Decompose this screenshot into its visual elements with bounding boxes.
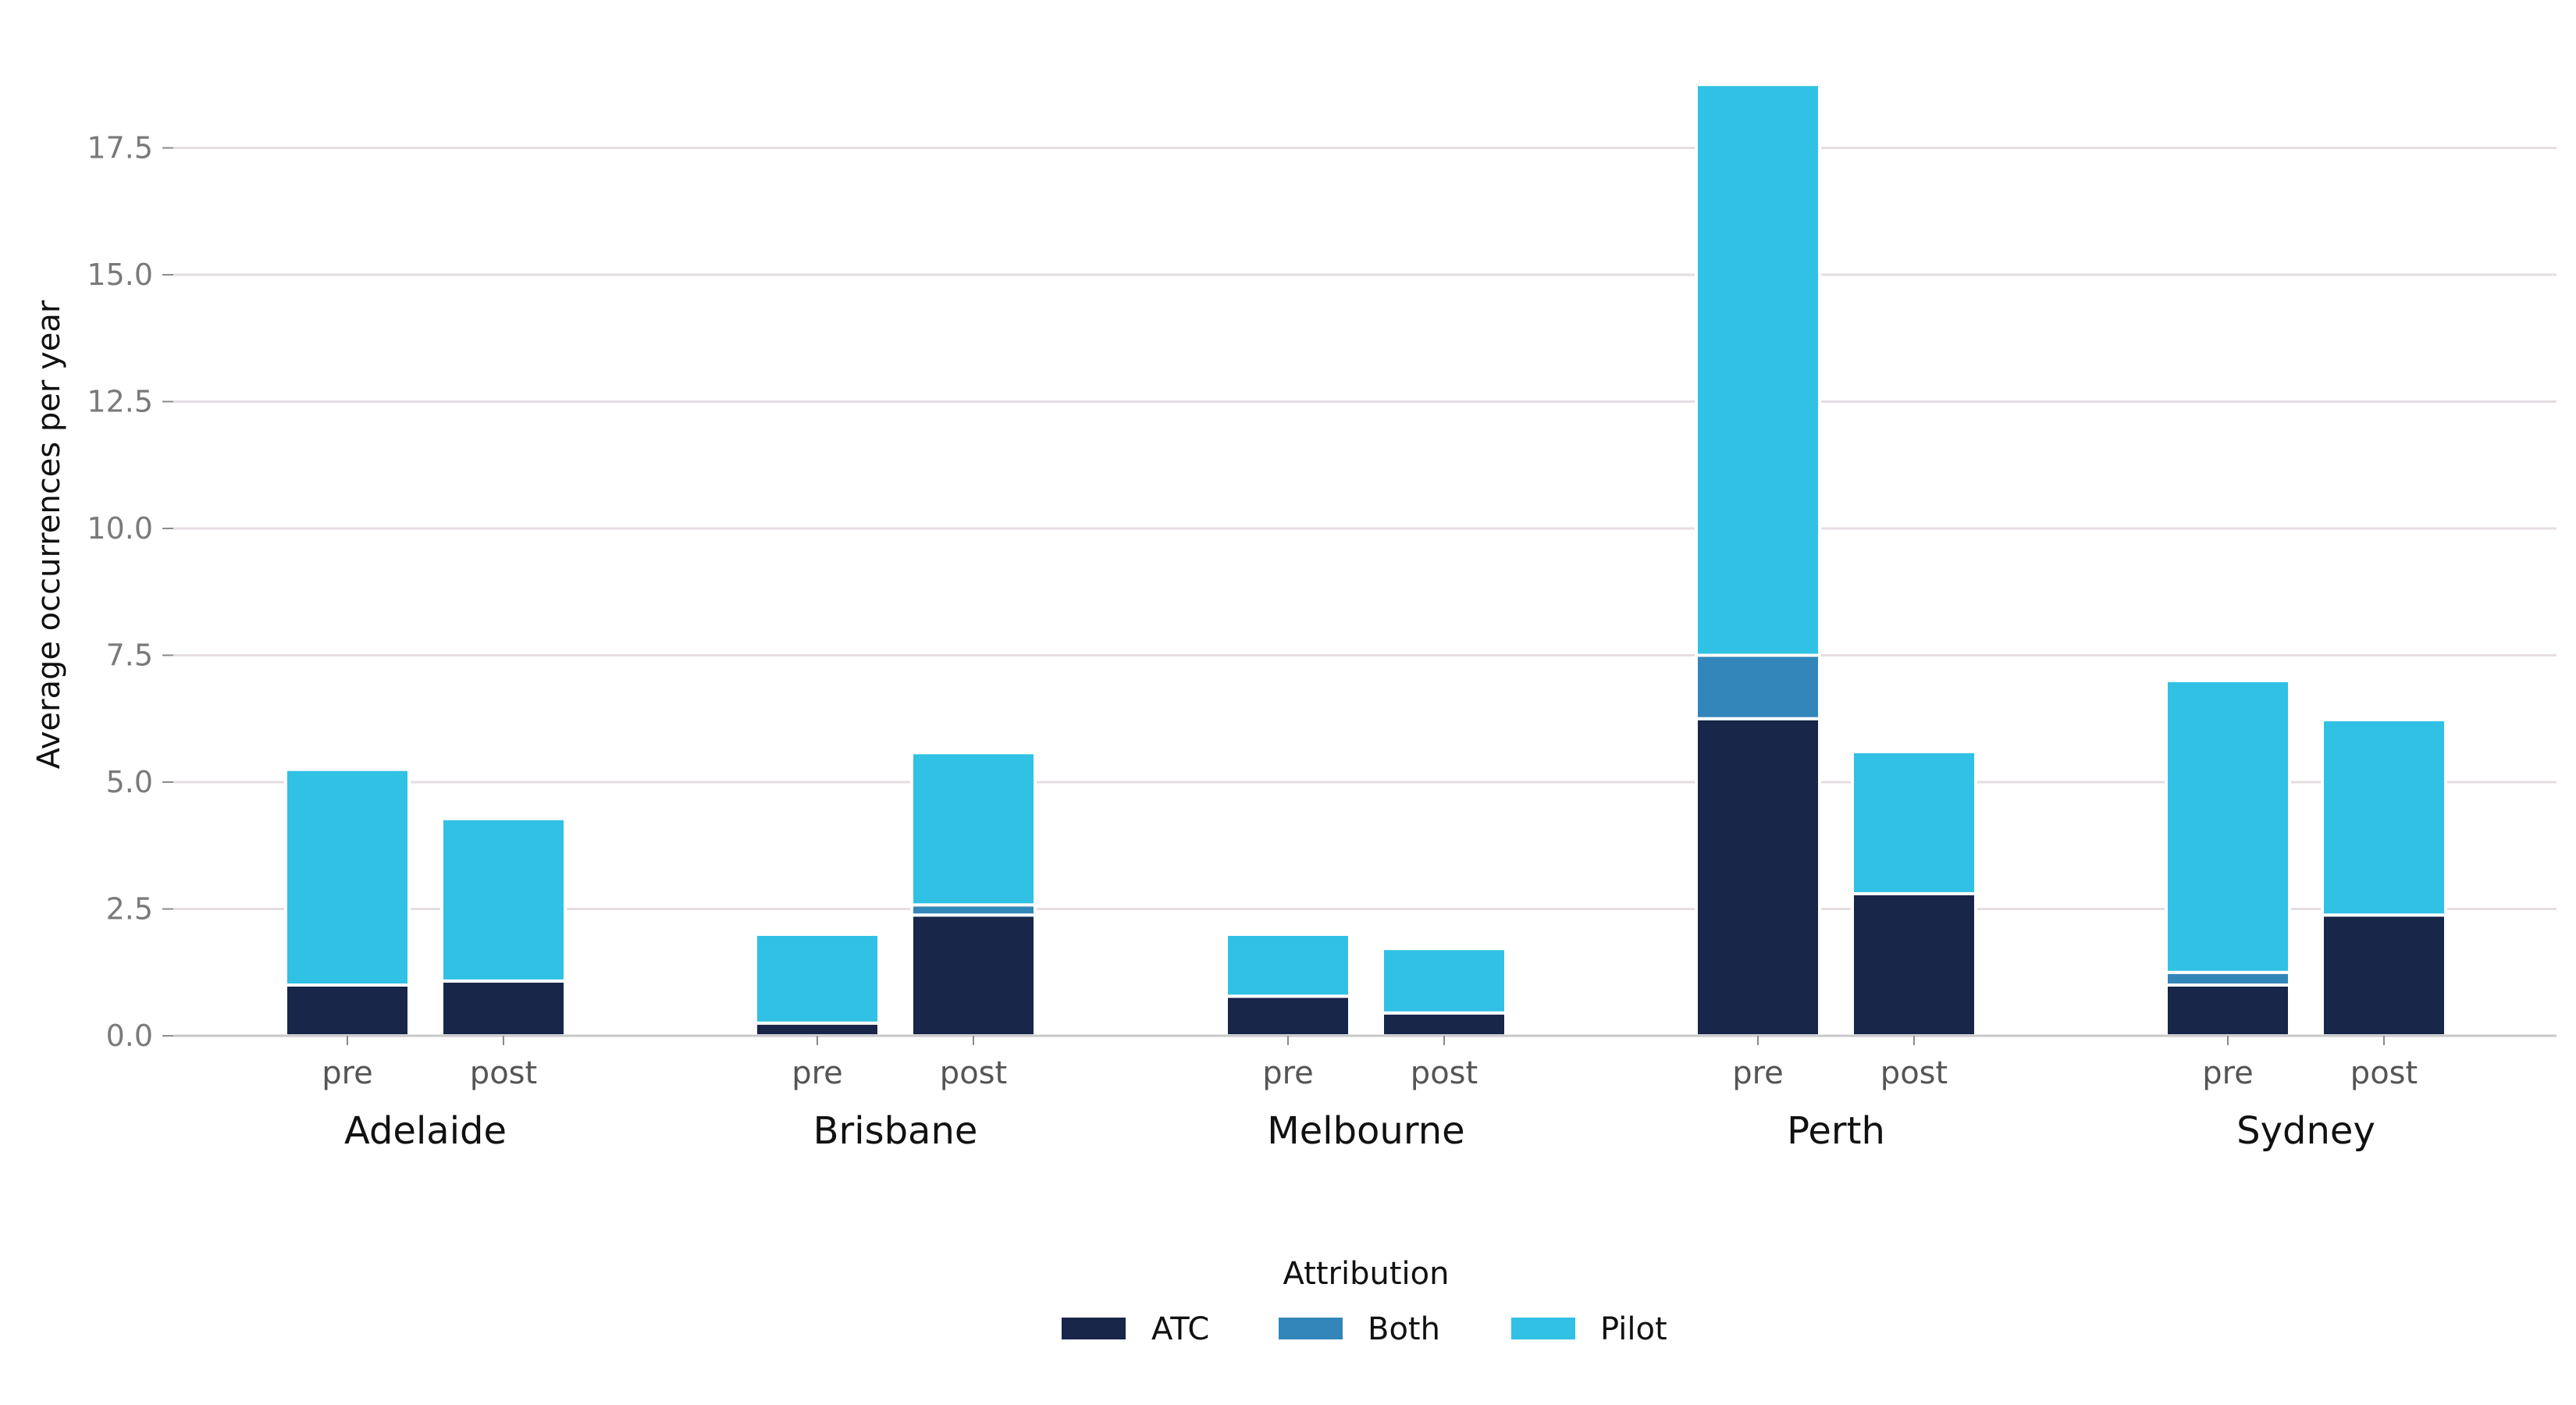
bar-segment-atc <box>1851 892 1977 1037</box>
legend-swatch-atc <box>1062 1318 1126 1339</box>
bar-segment-atc <box>440 979 567 1038</box>
y-tick-label: 2.5 <box>106 892 153 927</box>
bar-segment-pilot <box>910 751 1037 907</box>
x-tick-label: pre <box>1732 1055 1784 1091</box>
bar-segment-atc <box>754 1021 881 1037</box>
legend-label-pilot: Pilot <box>1600 1311 1667 1347</box>
x-tick-label: pre <box>792 1055 843 1091</box>
bar-segment-pilot <box>1695 83 1821 657</box>
legend: Attribution ATC Both Pilot <box>1062 1256 1667 1347</box>
bar-segment-both <box>1695 653 1821 720</box>
group-label: Adelaide <box>344 1109 507 1153</box>
y-tick-label: 10.0 <box>87 511 153 546</box>
bar-segment-atc <box>1225 994 1351 1038</box>
group-label: Sydney <box>2236 1109 2375 1153</box>
x-tick-label: pre <box>322 1055 373 1091</box>
bar-segment-pilot <box>2321 718 2447 917</box>
x-tick-label: post <box>940 1055 1007 1091</box>
bar-segment-pilot <box>440 816 567 983</box>
y-tick-label: 17.5 <box>87 131 153 165</box>
bar-segment-pilot <box>1225 933 1351 998</box>
y-tick-label: 0.0 <box>106 1019 153 1053</box>
group-label: Perth <box>1787 1109 1885 1153</box>
bar-segment-pilot <box>284 767 411 987</box>
bars <box>284 83 2447 1038</box>
bar-segment-both <box>2165 970 2291 987</box>
bar-segment-atc <box>910 913 1037 1038</box>
x-tick-label: pre <box>1262 1055 1314 1091</box>
bar-segment-pilot <box>2165 679 2291 974</box>
bar-segment-pilot <box>1381 947 1507 1015</box>
bar-segment-atc <box>2321 913 2447 1038</box>
group-label: Melbourne <box>1267 1109 1464 1153</box>
y-tick-label: 5.0 <box>106 765 153 799</box>
x-tick-label: post <box>2350 1055 2418 1091</box>
axes: 0.0 2.5 5.0 7.5 10.0 12.5 15.0 17.5 pre post Adela… <box>87 131 2556 1153</box>
legend-title: Attribution <box>1283 1256 1450 1292</box>
bar-segment-pilot <box>754 933 881 1025</box>
bar-segment-atc <box>1381 1011 1507 1037</box>
legend-swatch-both <box>1279 1318 1343 1339</box>
y-tick-label: 12.5 <box>87 385 153 419</box>
x-tick-label: post <box>470 1055 537 1091</box>
x-tick-label: pre <box>2202 1055 2254 1091</box>
bar-segment-pilot <box>1851 750 1977 895</box>
bar-segment-atc <box>1695 717 1821 1037</box>
gridlines <box>173 147 2556 910</box>
y-tick-label: 7.5 <box>106 638 153 673</box>
legend-label-both: Both <box>1368 1311 1440 1347</box>
x-tick-label: post <box>1411 1055 1478 1091</box>
legend-label-atc: ATC <box>1151 1311 1209 1347</box>
group-label: Brisbane <box>813 1109 978 1153</box>
y-axis-title: Average occurrences per year <box>31 300 67 769</box>
x-tick-label: post <box>1880 1055 1948 1091</box>
bar-segment-atc <box>2165 984 2291 1037</box>
legend-swatch-pilot <box>1511 1318 1575 1339</box>
y-tick-label: 15.0 <box>87 258 153 292</box>
bar-segment-atc <box>284 984 411 1037</box>
